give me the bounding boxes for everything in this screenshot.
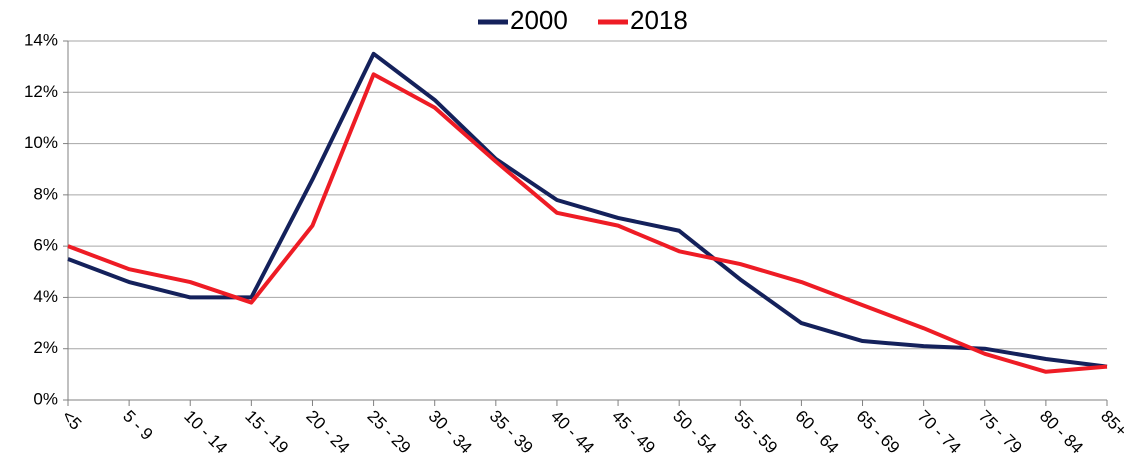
x-tick-label: 25 - 29 <box>364 407 415 458</box>
x-tick-label: 15 - 19 <box>241 407 292 458</box>
y-tick-label: 12% <box>24 82 58 101</box>
series-line <box>67 72 1108 374</box>
y-tick-label: 14% <box>24 30 58 49</box>
x-tick-label: 50 - 54 <box>669 407 720 458</box>
y-tick-label: 0% <box>33 389 58 408</box>
y-tick-label: 8% <box>33 184 58 203</box>
series-line <box>67 51 1108 369</box>
x-tick-label: 20 - 24 <box>302 407 353 458</box>
y-tick-label: 6% <box>33 236 58 255</box>
x-tick-label: 75 - 79 <box>975 407 1026 458</box>
x-tick-label: 65 - 69 <box>853 407 904 458</box>
x-tick-label: 10 - 14 <box>180 407 231 458</box>
legend-label: 2018 <box>630 5 688 35</box>
x-tick-label: 5 - 9 <box>119 407 156 444</box>
y-tick-label: 4% <box>33 287 58 306</box>
legend-label: 2000 <box>510 5 568 35</box>
x-tick-label: 40 - 44 <box>547 407 598 458</box>
x-tick-label: 60 - 64 <box>791 407 842 458</box>
x-tick-label: 70 - 74 <box>914 407 965 458</box>
x-tick-label: 45 - 49 <box>608 407 659 458</box>
x-tick-label: 30 - 34 <box>425 407 476 458</box>
x-tick-label: 85+ <box>1097 407 1131 441</box>
x-tick-label: <5 <box>58 407 85 434</box>
y-tick-label: 2% <box>33 338 58 357</box>
x-tick-label: 80 - 84 <box>1036 407 1087 458</box>
x-tick-label: 55 - 59 <box>730 407 781 458</box>
x-tick-label: 35 - 39 <box>486 407 537 458</box>
y-tick-label: 10% <box>24 133 58 152</box>
